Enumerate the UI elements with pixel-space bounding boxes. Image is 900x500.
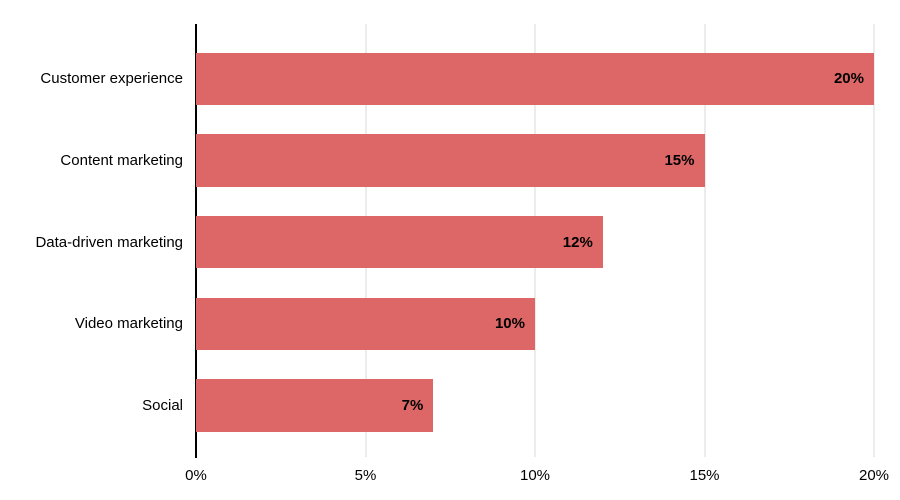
x-tick-label: 10% — [519, 467, 551, 484]
bar-social: 7% — [196, 379, 434, 432]
bar-content-marketing: 15% — [196, 134, 705, 187]
x-tick-label: 15% — [689, 467, 720, 484]
x-tick-label: 20% — [858, 467, 890, 484]
bar-value-label: 10% — [494, 315, 525, 333]
bar-value-label: 20% — [833, 70, 864, 88]
bar-video-marketing: 10% — [196, 297, 535, 350]
category-axis: Customer experience Content marketing Data… — [0, 0, 185, 500]
bar-value-label: 7% — [401, 396, 424, 414]
category-label: Social — [142, 396, 183, 414]
bar-value-label: 15% — [664, 151, 695, 169]
category-label: Customer experience — [40, 70, 183, 88]
category-label: Video marketing — [74, 315, 183, 333]
x-tick-label: 0% — [185, 467, 207, 484]
plot-area: 20% 15% 12% 10% 7% — [195, 24, 875, 458]
x-tick-label: 5% — [354, 467, 377, 484]
bar-data-driven-marketing: 12% — [196, 216, 603, 269]
bar-value-label: 12% — [562, 233, 593, 251]
category-label: Data-driven marketing — [35, 233, 183, 251]
gridline — [704, 24, 705, 457]
bar-customer-experience: 20% — [196, 52, 874, 105]
category-label: Content marketing — [60, 151, 183, 169]
gridline — [873, 24, 875, 457]
